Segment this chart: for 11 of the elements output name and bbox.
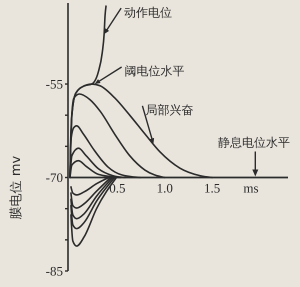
y-tick-label: -70	[46, 170, 63, 186]
annotation: 动作电位	[124, 5, 172, 20]
annotation: 局部兴奋	[145, 103, 194, 118]
y-tick-label: -85	[46, 264, 63, 279]
annotation: 静息电位水平	[218, 136, 290, 150]
x-tick-label: 1.0	[156, 180, 173, 196]
x-tick-label: 1.5	[204, 180, 220, 196]
annotation: 阈电位水平	[124, 64, 185, 78]
x-axis-title: ms	[243, 180, 259, 196]
y-tick-label: -55	[46, 76, 63, 92]
y-axis-title: 膜电位 mv	[9, 155, 24, 220]
